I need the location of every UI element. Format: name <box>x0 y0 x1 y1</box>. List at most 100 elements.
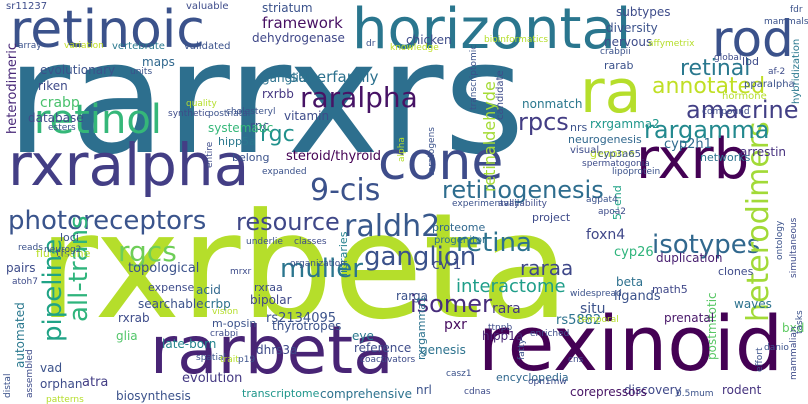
word-esters: esters <box>48 123 76 133</box>
word-transcriptomic: transcriptomic <box>469 44 479 110</box>
word-sr11237: sr11237 <box>6 1 48 12</box>
word-proteome: proteome <box>432 221 486 234</box>
word-postmitotic: postmitotic <box>705 292 719 360</box>
word-networks: networks <box>700 151 751 164</box>
word-progenitor: progenitor <box>434 235 487 246</box>
word-comprehensive: comprehensive <box>320 387 412 401</box>
word-rod: rod <box>712 10 794 68</box>
word-loci: loci <box>60 231 79 244</box>
word-validated: validated <box>184 41 231 52</box>
word-project: project <box>532 211 571 224</box>
word-cyp2h1: cyp2h1 <box>664 137 712 152</box>
word-rarga: rarga <box>396 289 428 303</box>
word-ligands: ligands <box>614 289 661 304</box>
word-atra: atra <box>82 375 109 390</box>
word-cdnas: cdnas <box>464 387 491 397</box>
word-resource: resource <box>236 208 340 236</box>
word-hormone: hormone <box>722 91 767 102</box>
word-rgc: rgc <box>260 122 295 147</box>
word-evolutionary: evolutionary <box>40 63 116 77</box>
word-evolution: evolution <box>182 371 243 386</box>
word-database: database <box>28 111 84 125</box>
word-dhrs3a: dhrs3a <box>256 343 298 357</box>
word-danio: danio <box>764 343 789 353</box>
word-postnatal: postnatal <box>208 109 251 119</box>
word-corepressors: corepressors <box>570 385 647 399</box>
word-casz1: casz1 <box>446 369 472 379</box>
word-bipolar: bipolar <box>250 293 292 307</box>
word-rgcs: rgcs <box>118 235 177 268</box>
word-valuable: valuable <box>186 1 229 12</box>
word-steroid-thyroid: steroid/thyroid <box>286 149 382 164</box>
word-retinol: retinol <box>34 97 162 143</box>
word-rxrbeta: rxrbeta <box>38 182 570 352</box>
word-hybridization: hybridization <box>791 38 802 104</box>
word-9-cis: 9-cis <box>310 173 381 208</box>
word-foxn4: foxn4 <box>586 227 626 243</box>
word-p19: p19 <box>238 355 256 365</box>
word-variation: variation <box>64 41 104 51</box>
word-cv-1: cv-1 <box>432 257 462 273</box>
word-apoa2: apoa2 <box>598 207 626 217</box>
word-retina: retina <box>456 228 532 258</box>
word-ganglia: ganglia <box>262 71 307 85</box>
word-pxr: pxr <box>444 317 467 333</box>
word-striatum: striatum <box>262 1 313 15</box>
word-0-5mum: 0.5mum <box>676 389 714 399</box>
word-encyclopedia: encyclopedia <box>496 371 569 384</box>
word-ra: ra <box>580 57 642 127</box>
word-entire: entire <box>205 141 215 168</box>
word-enriched: enriched <box>530 329 570 339</box>
word-nonmatch: nonmatch <box>522 97 583 111</box>
word-opn1mw: opn1mw <box>528 377 567 387</box>
word-crabp: crabp <box>40 95 80 111</box>
word-rarab: rarab <box>604 59 634 72</box>
word-rodent: rodent <box>722 383 762 397</box>
word-fatty: fatty <box>517 338 527 360</box>
word-rxrbb: rxrbb <box>262 87 294 101</box>
word-units: units <box>130 67 153 77</box>
word-underlie: underlie <box>246 237 283 247</box>
word-thyrotropes: thyrotropes <box>272 319 342 333</box>
word-prenatal: prenatal <box>664 311 715 325</box>
word-coactivators: coactivators <box>360 355 416 365</box>
word-pairs: pairs <box>6 261 36 275</box>
word-spatial: spatial <box>196 353 226 363</box>
word-math5: math5 <box>652 283 688 296</box>
word-rs2134095: rs2134095 <box>266 311 337 326</box>
word-retinal: retinal <box>680 56 751 81</box>
word-interactome: interactome <box>456 276 566 297</box>
word-ontology: ontology <box>775 220 785 260</box>
word-cyp3a65: cyp3a65 <box>598 149 641 160</box>
word-cone: cone <box>378 132 504 192</box>
word-clones: clones <box>718 265 754 278</box>
word-vitamin: vitamin <box>284 109 330 123</box>
word-superfamily: superfamily <box>290 68 379 86</box>
word-situ: situ <box>580 301 606 317</box>
word-arrestin: arrestin <box>740 145 787 159</box>
word-simultaneous: simultaneous <box>789 217 799 278</box>
word-expense: expense <box>148 281 195 294</box>
word-vertebrate: vertebrate <box>112 41 165 52</box>
word-rxralpha: rxralpha <box>8 131 250 199</box>
word-heterodimeric: heterodimeric <box>5 43 20 134</box>
word-annotated: annotated <box>652 74 766 99</box>
word-rxrab: rxrab <box>118 311 150 325</box>
word-beta: beta <box>616 275 644 289</box>
word-hipp1a: hipp1a <box>482 329 524 343</box>
word-af-2: af-2 <box>768 67 786 77</box>
word-genesis: genesis <box>420 343 466 357</box>
word-rarbeta: rarbeta <box>150 312 394 389</box>
word-global: global <box>714 53 742 63</box>
word-cns: cns <box>568 355 584 365</box>
word-rarrxrs: rarrxrs <box>6 7 525 189</box>
word-rxraa: rxraa <box>254 281 283 294</box>
word-glia: glia <box>116 329 138 343</box>
word-raraa: raraa <box>520 256 574 280</box>
word-crabpi: crabpi <box>210 329 239 339</box>
word-fluoxetine: fluoxetine <box>36 247 91 260</box>
word-vad: vad <box>40 361 63 375</box>
word-spermatogonia: spermatogonia <box>582 159 650 169</box>
word-distal: distal <box>3 373 13 398</box>
word-fdr: fdr <box>790 5 803 15</box>
